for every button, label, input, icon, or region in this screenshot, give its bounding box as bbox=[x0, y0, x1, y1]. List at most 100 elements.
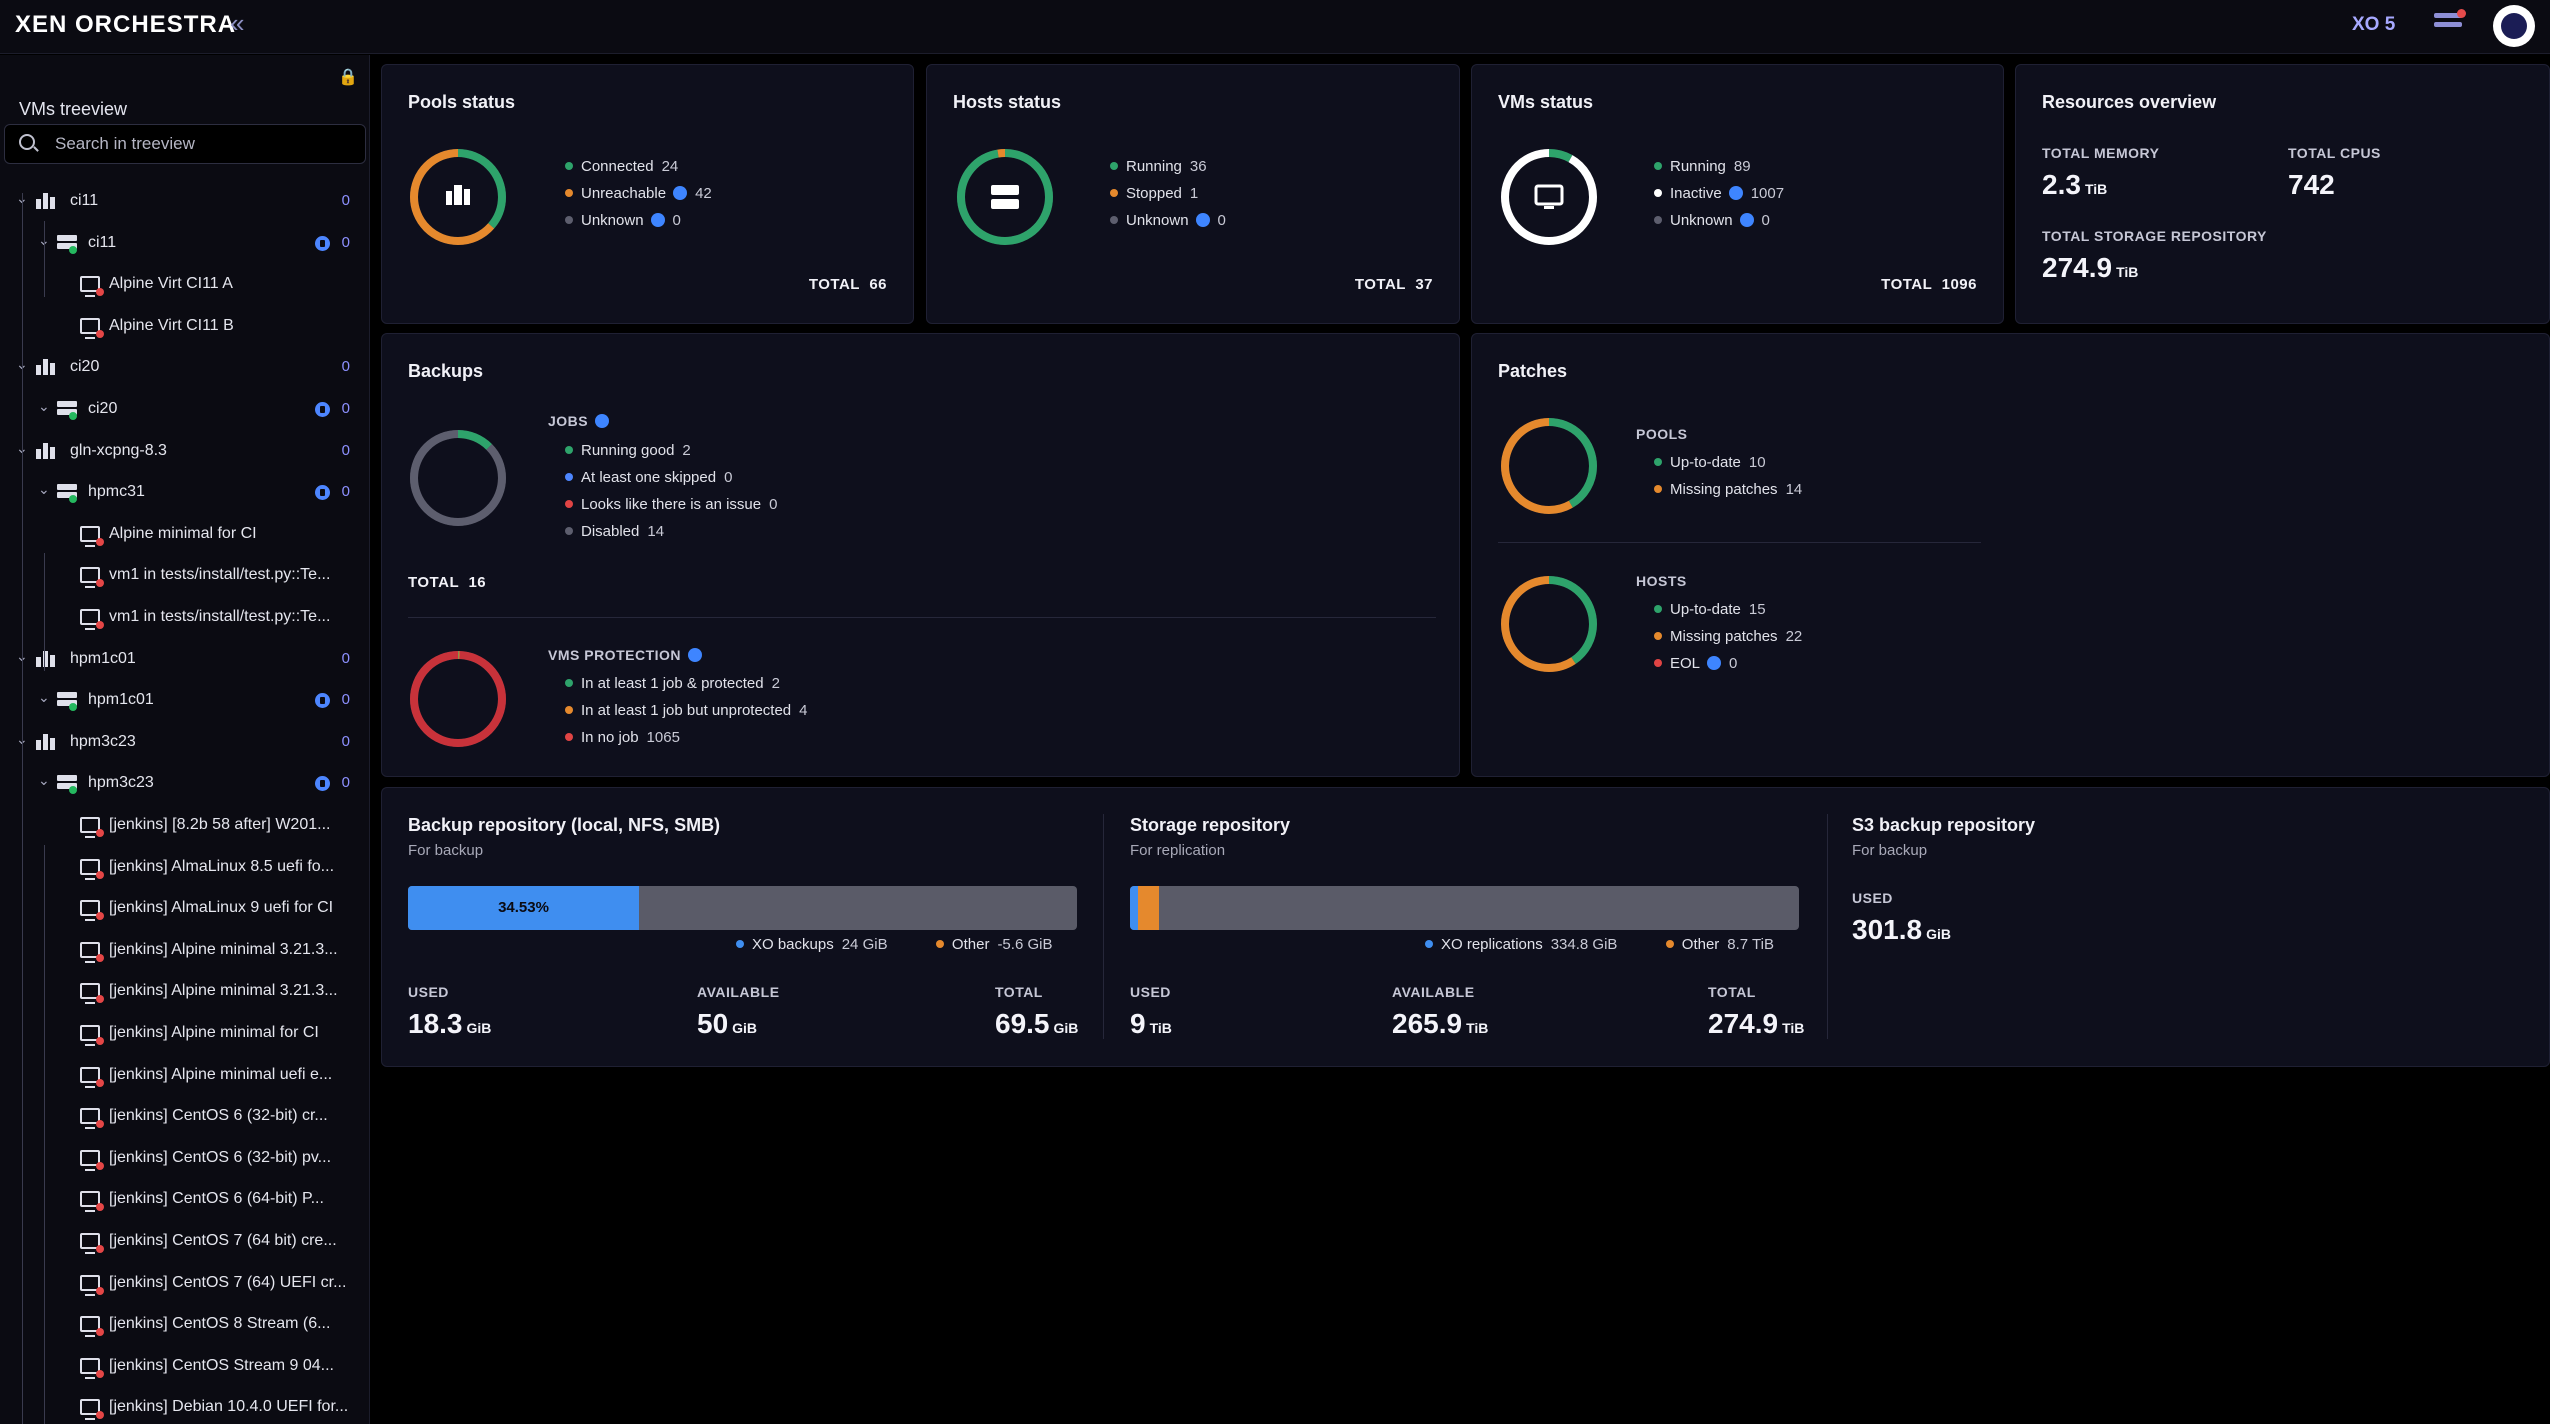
host-icon bbox=[57, 484, 77, 503]
avatar[interactable] bbox=[2493, 5, 2535, 47]
vm-count-icon bbox=[315, 236, 330, 251]
tree-item-vm[interactable]: Alpine Virt CI11 A bbox=[0, 265, 368, 305]
storage-repo-bar-xo bbox=[1130, 886, 1138, 930]
repositories-card: Backup repository (local, NFS, SMB) For … bbox=[381, 787, 2550, 1067]
tree-item-vm[interactable]: [jenkins] CentOS 6 (32-bit) pv... bbox=[0, 1139, 368, 1179]
tree-item-vm[interactable]: [jenkins] Alpine minimal uefi e... bbox=[0, 1056, 368, 1096]
legend-item: Up-to-date 15 bbox=[1654, 601, 1802, 628]
xo5-link[interactable]: XO 5 bbox=[2352, 14, 2396, 35]
tree-item-vm[interactable]: [jenkins] CentOS 6 (32-bit) cr... bbox=[0, 1097, 368, 1137]
backup-available-label: AVAILABLE bbox=[697, 984, 780, 1000]
tree-item-host[interactable]: ⌄ hpm1c01 0 bbox=[0, 681, 368, 721]
tree-item-vm[interactable]: [jenkins] AlmaLinux 9 uefi for CI bbox=[0, 889, 368, 929]
status-running-dot bbox=[69, 495, 77, 503]
chevron-down-icon[interactable]: ⌄ bbox=[16, 356, 28, 373]
storage-repo-legend: XO replications 334.8 GiB Other 8.7 TiB bbox=[1425, 936, 1774, 953]
tree-item-vm[interactable]: [jenkins] [8.2b 58 after] W201... bbox=[0, 806, 368, 846]
tree-item-vm[interactable]: [jenkins] CentOS 6 (64-bit) P... bbox=[0, 1180, 368, 1220]
backups-divider bbox=[408, 617, 1436, 618]
pools-legend: Connected 24 Unreachable 42 Unknown 0 bbox=[565, 158, 712, 239]
vm-count-icon bbox=[315, 693, 330, 708]
tree-item-vm[interactable]: [jenkins] CentOS 7 (64) UEFI cr... bbox=[0, 1264, 368, 1304]
vms-total: TOTAL 1096 bbox=[1881, 276, 1977, 293]
s3-repo-title: S3 backup repository bbox=[1852, 815, 2036, 835]
tree-item-vm[interactable]: Alpine minimal for CI bbox=[0, 515, 368, 555]
chevron-down-icon[interactable]: ⌄ bbox=[38, 772, 50, 788]
tree-item-label: [jenkins] CentOS 8 Stream (6... bbox=[109, 1315, 331, 1332]
jobs-info-icon[interactable] bbox=[595, 414, 610, 429]
chevron-down-icon[interactable]: ⌄ bbox=[16, 440, 28, 457]
tree-item-vm[interactable]: [jenkins] Debian 10.4.0 UEFI for... bbox=[0, 1388, 368, 1424]
legend-item: Looks like there is an issue 0 bbox=[565, 496, 777, 523]
tree-item-vm[interactable]: [jenkins] CentOS Stream 9 04... bbox=[0, 1347, 368, 1387]
tree-item-vm[interactable]: [jenkins] AlmaLinux 8.5 uefi fo... bbox=[0, 848, 368, 888]
storage-repo-title: Storage repository bbox=[1130, 815, 1291, 835]
lock-icon[interactable]: 🔒 bbox=[338, 69, 358, 86]
tree-item-host[interactable]: ⌄ hpmc31 0 bbox=[0, 473, 368, 513]
tree-item-vm[interactable]: vm1 in tests/install/test.py::Te... bbox=[0, 598, 368, 638]
status-halted-dot bbox=[96, 871, 104, 879]
tree-item-vm[interactable]: [jenkins] Alpine minimal for CI bbox=[0, 1014, 368, 1054]
legend-item: In at least 1 job & protected 2 bbox=[565, 675, 808, 702]
tree-item-host[interactable]: ⌄ ci11 0 bbox=[0, 224, 368, 264]
patch-hosts-donut bbox=[1501, 576, 1597, 672]
legend-dot bbox=[1654, 162, 1662, 171]
protection-info-icon[interactable] bbox=[688, 648, 703, 663]
status-halted-dot bbox=[96, 1120, 104, 1128]
tree-item-vm[interactable]: [jenkins] Alpine minimal 3.21.3... bbox=[0, 972, 368, 1012]
sidebar: 🔒 VMs treeview ⌄ ci11 0 ⌄ ci11 0 Alpine Virt C… bbox=[0, 55, 370, 1424]
host-icon bbox=[57, 401, 77, 420]
tree-item-pool[interactable]: ⌄ hpm3c23 0 bbox=[0, 723, 368, 763]
legend-item: Disabled 14 bbox=[565, 523, 777, 550]
tree-item-vm[interactable]: vm1 in tests/install/test.py::Te... bbox=[0, 556, 368, 596]
jobs-legend: Running good 2 At least one skipped 0 Looks … bbox=[565, 442, 777, 550]
pools-status-card: Pools status Connected 24 Unreachable 42 Unk… bbox=[381, 64, 914, 324]
tree-item-pool[interactable]: ⌄ gln-xcpng-8.3 0 bbox=[0, 432, 368, 472]
info-icon[interactable] bbox=[1739, 213, 1754, 228]
legend-dot bbox=[565, 216, 573, 225]
chevron-down-icon[interactable]: ⌄ bbox=[16, 648, 28, 665]
tree-item-vm[interactable]: [jenkins] CentOS 7 (64 bit) cre... bbox=[0, 1222, 368, 1262]
status-halted-dot bbox=[96, 1328, 104, 1336]
host-icon bbox=[991, 185, 1019, 209]
tree-item-vm[interactable]: [jenkins] Alpine minimal 3.21.3... bbox=[0, 931, 368, 971]
chevron-down-icon[interactable]: ⌄ bbox=[16, 190, 28, 207]
tree-item-vm[interactable]: [jenkins] CentOS 8 Stream (6... bbox=[0, 1305, 368, 1345]
status-halted-dot bbox=[96, 1079, 104, 1087]
tree-item-host[interactable]: ⌄ ci20 0 bbox=[0, 390, 368, 430]
vm-count-icon bbox=[315, 776, 330, 791]
tree-item-vm[interactable]: Alpine Virt CI11 B bbox=[0, 307, 368, 347]
chevron-down-icon[interactable]: ⌄ bbox=[16, 731, 28, 748]
info-icon[interactable] bbox=[1707, 656, 1722, 671]
tree-item-label: [jenkins] Alpine minimal 3.21.3... bbox=[109, 982, 338, 999]
search-input[interactable] bbox=[55, 125, 355, 163]
tasks-icon[interactable] bbox=[2434, 9, 2466, 37]
chevron-down-icon[interactable]: ⌄ bbox=[38, 689, 50, 705]
tree-item-pool[interactable]: ⌄ ci20 0 bbox=[0, 348, 368, 388]
info-icon[interactable] bbox=[650, 213, 665, 228]
tree-item-pool[interactable]: ⌄ hpm1c01 0 bbox=[0, 640, 368, 680]
tree-item-pool[interactable]: ⌄ ci11 0 bbox=[0, 182, 368, 222]
info-icon[interactable] bbox=[673, 186, 688, 201]
info-icon[interactable] bbox=[1195, 213, 1210, 228]
tree-item-label: hpmc31 bbox=[88, 483, 145, 500]
chevron-down-icon[interactable]: ⌄ bbox=[38, 481, 50, 497]
total-memory-value: 2.3 TiB bbox=[2042, 169, 2108, 200]
tree-item-label: Alpine Virt CI11 B bbox=[109, 317, 234, 334]
collapse-sidebar-icon[interactable]: « bbox=[230, 8, 245, 38]
chevron-down-icon[interactable]: ⌄ bbox=[38, 398, 50, 414]
notification-dot bbox=[2457, 9, 2466, 18]
tree-item-host[interactable]: ⌄ hpm3c23 0 bbox=[0, 764, 368, 804]
vm-icon bbox=[80, 983, 104, 1004]
vm-count: 0 bbox=[341, 483, 350, 500]
legend-item: EOL 0 bbox=[1654, 655, 1802, 682]
storage-repo-bar bbox=[1130, 886, 1799, 930]
tree-item-label: [jenkins] CentOS 6 (32-bit) cr... bbox=[109, 1107, 328, 1124]
xo-logo[interactable]: XEN ORCHESTRA bbox=[15, 11, 237, 38]
legend-dot bbox=[565, 527, 573, 536]
tree-item-label: [jenkins] Debian 10.4.0 UEFI for... bbox=[109, 1398, 349, 1415]
s3-repo-subtitle: For backup bbox=[1852, 842, 1928, 859]
info-icon[interactable] bbox=[1728, 186, 1743, 201]
chevron-down-icon[interactable]: ⌄ bbox=[38, 232, 50, 249]
legend-item: Running 89 bbox=[1654, 158, 1784, 185]
